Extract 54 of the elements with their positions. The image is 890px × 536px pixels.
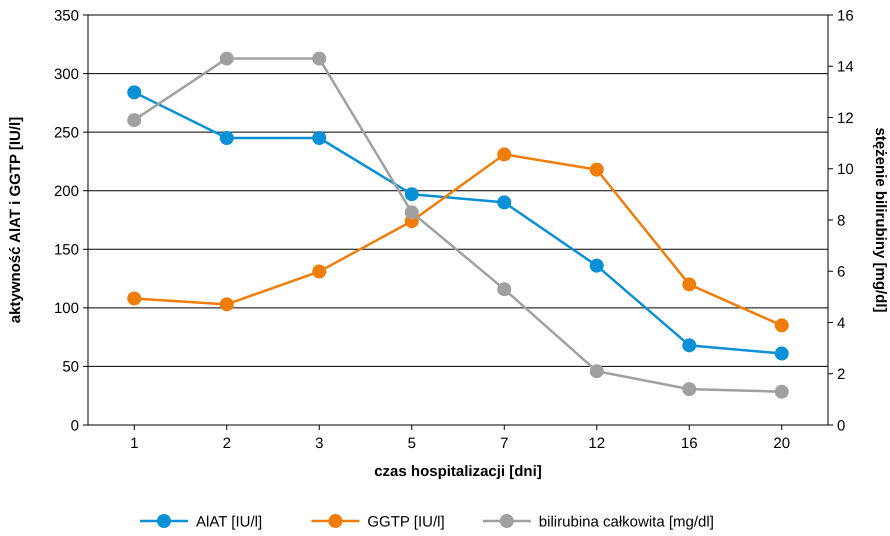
point <box>220 131 234 145</box>
y2-tick-label: 4 <box>837 314 846 332</box>
point <box>682 382 696 396</box>
y2-tick-label: 16 <box>837 7 854 24</box>
y-tick-label: 200 <box>54 182 79 200</box>
point <box>590 258 604 273</box>
point <box>127 85 142 100</box>
point <box>590 364 604 378</box>
y2-axis-title: stężenie bilirubiny [mg/dl] <box>872 127 889 313</box>
y-tick-label: 350 <box>54 7 79 24</box>
x-tick-label: 12 <box>588 435 606 452</box>
point <box>682 338 696 352</box>
point <box>774 346 789 361</box>
point <box>220 52 234 66</box>
y-tick-label: 250 <box>54 124 79 142</box>
point <box>404 205 419 220</box>
y2-tick-label: 12 <box>837 110 854 127</box>
y-tick-label: 100 <box>54 300 79 318</box>
point <box>127 291 142 306</box>
y2-tick-label: 14 <box>837 58 854 76</box>
point <box>590 162 604 177</box>
x-tick-label: 20 <box>773 435 790 452</box>
y2-tick-label: 2 <box>837 366 846 383</box>
y2-tick-label: 0 <box>837 417 846 434</box>
point <box>312 131 326 145</box>
x-tick-label: 3 <box>315 435 324 452</box>
x-tick-label: 7 <box>500 435 508 452</box>
y2-tick-label: 10 <box>837 161 854 178</box>
y-tick-label: 50 <box>62 358 79 376</box>
point <box>497 195 512 210</box>
y2-tick-label: 8 <box>837 212 846 230</box>
point <box>497 147 512 162</box>
point <box>497 282 512 296</box>
legend-label: AlAT [IU/l] <box>196 513 262 530</box>
y-axis-title: aktywność AlAT i GGTP [IU/l] <box>7 116 24 324</box>
point <box>774 384 789 399</box>
point <box>682 277 696 292</box>
point <box>127 113 142 128</box>
legend-label: GGTP [IU/l] <box>367 513 445 530</box>
point <box>312 264 326 279</box>
point <box>220 297 234 312</box>
x-tick-label: 1 <box>130 435 138 452</box>
y-tick-label: 0 <box>70 417 79 434</box>
x-axis-title: czas hospitalizacji [dni] <box>374 463 542 480</box>
point <box>774 318 789 332</box>
x-tick-label: 5 <box>408 435 416 452</box>
y-tick-label: 300 <box>54 66 79 83</box>
y-tick-label: 150 <box>54 242 79 259</box>
x-tick-label: 16 <box>680 435 698 452</box>
point <box>312 52 326 66</box>
legend-label: bilirubina całkowita [mg/dl] <box>538 513 714 530</box>
point <box>404 187 419 202</box>
y2-tick-label: 6 <box>837 264 846 280</box>
x-tick-label: 2 <box>222 435 231 452</box>
